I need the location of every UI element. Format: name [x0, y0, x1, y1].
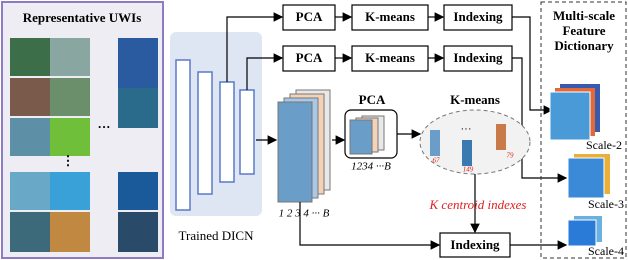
step: Indexing	[453, 50, 503, 65]
step: K-means	[365, 9, 415, 24]
axis-label: 1234 ···B	[351, 161, 391, 173]
step: Indexing	[453, 9, 503, 24]
pca-stack	[350, 116, 384, 154]
panel-title: Representative UWIs	[23, 10, 142, 25]
step-title: PCA	[359, 92, 386, 107]
dictionary-title: Multi-scale Feature Dictionary	[544, 8, 624, 66]
scale-2-maps	[550, 84, 600, 140]
axis-label: 1 2 3 4 ··· B	[279, 208, 330, 220]
scale-label: Scale-3	[588, 197, 624, 211]
scale-4-maps	[568, 216, 602, 246]
cluster-id: 67	[433, 157, 441, 165]
step: K-means	[365, 50, 415, 65]
step: PCA	[296, 50, 323, 65]
scale-label: Scale-4	[588, 244, 624, 258]
cluster-id: 79	[507, 152, 515, 160]
ellipsis: ···	[461, 124, 472, 136]
centroid-note: K centroid indexes	[429, 197, 527, 212]
ellipsis: ···	[97, 119, 110, 134]
scale-3-maps	[568, 154, 610, 198]
scale-label: Scale-2	[586, 138, 622, 152]
cluster-id: 149	[463, 166, 474, 174]
step: Indexing	[450, 237, 500, 252]
step: PCA	[296, 9, 323, 24]
dictionary-title-box: Multi-scale Feature Dictionary	[544, 8, 624, 66]
feature-stack	[278, 90, 330, 202]
step-title: K-means	[450, 92, 500, 107]
ellipsis: ⋮	[62, 153, 75, 168]
diagram: Representative UWIs ··· ⋮ Trained DICN P…	[0, 0, 628, 260]
network-label: Trained DICN	[179, 228, 255, 243]
